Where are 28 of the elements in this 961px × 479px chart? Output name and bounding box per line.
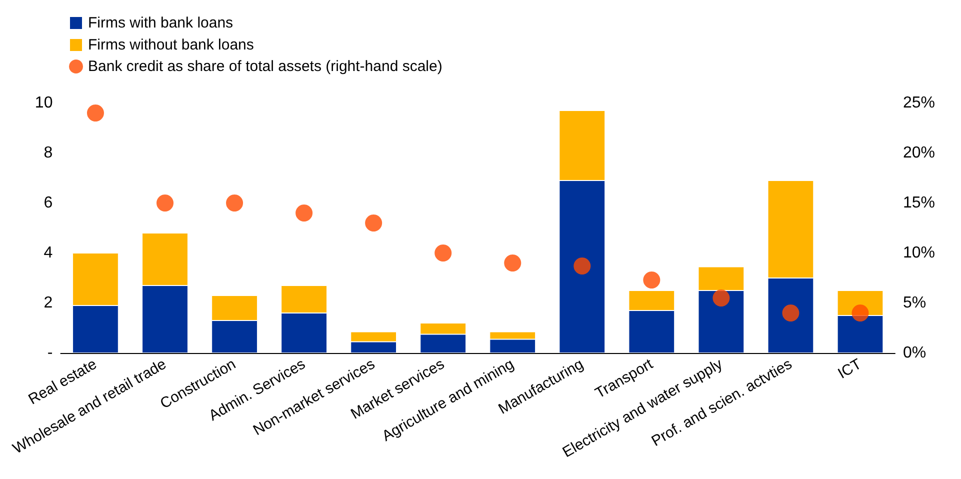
point bbox=[156, 194, 174, 212]
point bbox=[712, 290, 730, 306]
y2-tick-label: 10% bbox=[903, 244, 936, 262]
point bbox=[296, 204, 313, 222]
y-tick-label: 10 bbox=[34, 94, 53, 112]
legend-label: Firms without bank loans bbox=[88, 36, 254, 54]
point bbox=[434, 244, 452, 262]
y-tick-label: 2 bbox=[44, 294, 53, 312]
point bbox=[782, 304, 800, 322]
point bbox=[504, 254, 522, 272]
point bbox=[574, 258, 591, 274]
y-tick-label: 6 bbox=[44, 194, 53, 212]
x-tick-label: ICT bbox=[835, 356, 864, 382]
legend-label: Bank credit as share of total assets (right-hand scale) bbox=[88, 58, 442, 75]
y2-tick-label: 25% bbox=[903, 94, 936, 112]
y2-tick-label: 0% bbox=[903, 344, 926, 362]
point bbox=[226, 194, 244, 212]
legend-label: Firms with bank loans bbox=[88, 14, 234, 32]
y-tick-label: 8 bbox=[44, 144, 53, 162]
y2-tick-label: 20% bbox=[903, 144, 936, 162]
point bbox=[365, 214, 382, 232]
y-tick-label: 4 bbox=[44, 244, 53, 262]
point bbox=[852, 304, 869, 322]
point bbox=[86, 104, 104, 122]
y-tick-label: - bbox=[47, 344, 53, 362]
y2-tick-label: 5% bbox=[903, 294, 926, 312]
point bbox=[643, 272, 660, 288]
y2-tick-label: 15% bbox=[903, 194, 936, 212]
